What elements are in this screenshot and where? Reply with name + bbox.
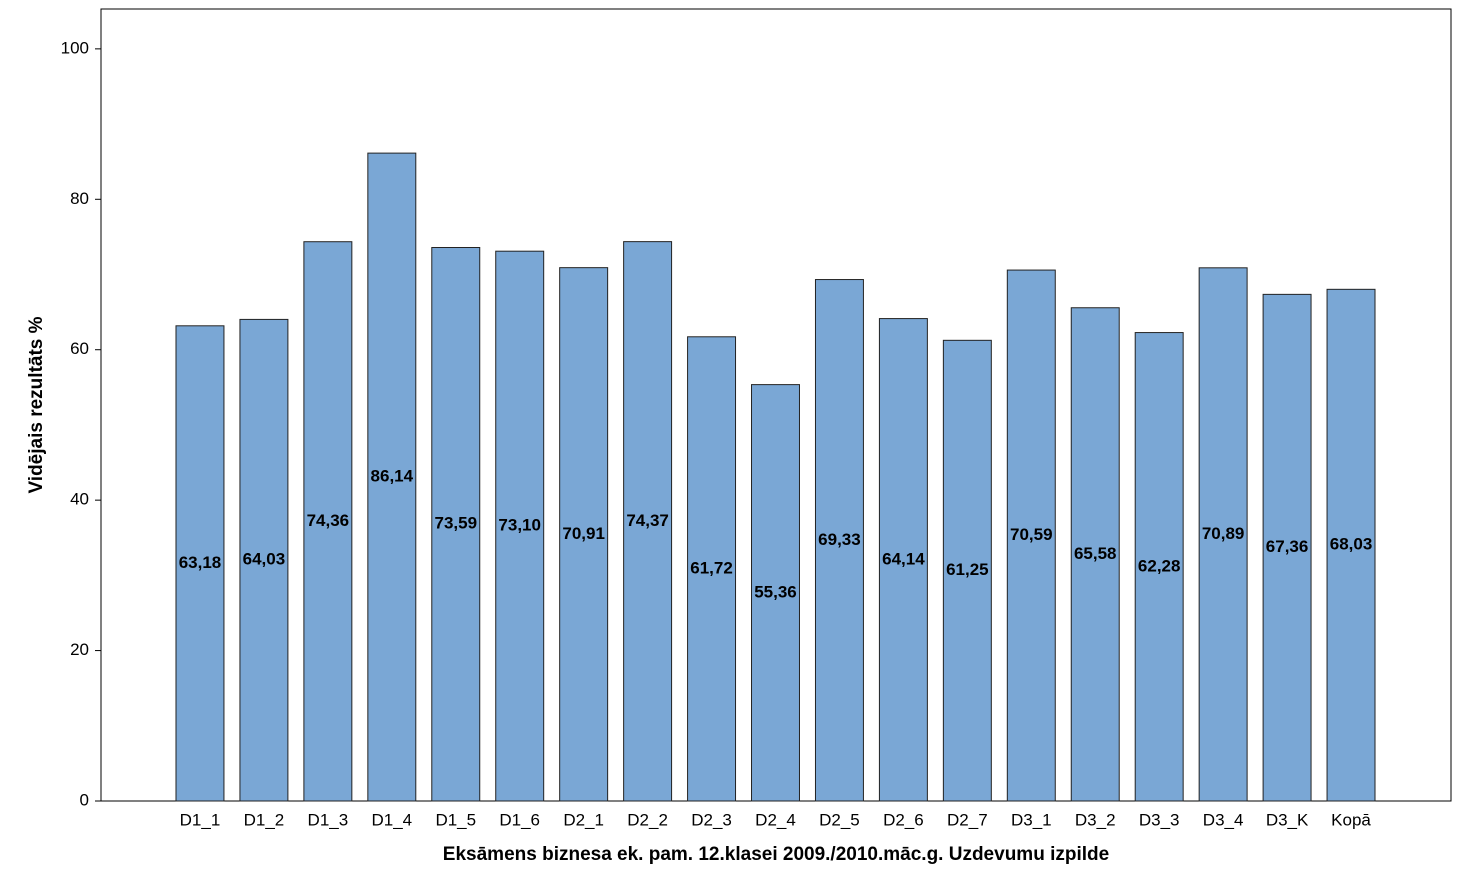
x-tick-label: D2_7 <box>947 810 988 829</box>
bar <box>687 336 737 802</box>
bar <box>1198 267 1248 802</box>
y-tick-label: 60 <box>70 339 89 358</box>
x-tick-label: D3_2 <box>1075 810 1116 829</box>
y-tick-label: 0 <box>80 790 89 809</box>
x-tick-label: D1_6 <box>499 810 540 829</box>
value-label: 74,36 <box>307 511 350 530</box>
value-label: 61,72 <box>690 558 733 577</box>
value-label: 73,59 <box>434 514 477 533</box>
x-tick-label: D2_3 <box>691 810 732 829</box>
bar <box>175 325 225 802</box>
bar <box>303 241 353 802</box>
bar <box>495 250 545 802</box>
y-tick-label: 100 <box>61 38 89 57</box>
value-label: 64,14 <box>882 549 925 568</box>
x-tick-label: D1_2 <box>244 810 285 829</box>
x-tick-label: D2_4 <box>755 810 796 829</box>
bar <box>878 318 928 802</box>
value-label: 69,33 <box>818 530 861 549</box>
value-label: 64,03 <box>243 550 286 569</box>
x-tick-label: D1_3 <box>308 810 349 829</box>
x-tick-label: Kopā <box>1331 810 1371 829</box>
x-tick-label: D3_3 <box>1139 810 1180 829</box>
bar <box>1006 269 1056 802</box>
x-tick-label: D2_1 <box>563 810 604 829</box>
value-label: 86,14 <box>371 467 414 486</box>
bar <box>559 267 609 802</box>
value-label: 62,28 <box>1138 556 1181 575</box>
value-label: 65,58 <box>1074 544 1117 563</box>
value-label: 68,03 <box>1330 535 1373 554</box>
value-label: 61,25 <box>946 560 989 579</box>
bar <box>1070 307 1120 802</box>
value-label: 70,91 <box>562 524 605 543</box>
y-tick-label: 40 <box>70 490 89 509</box>
x-tick-label: D3_1 <box>1011 810 1052 829</box>
x-tick-label: D2_6 <box>883 810 924 829</box>
x-tick-label: D3_K <box>1266 810 1309 829</box>
x-axis-title: Eksāmens biznesa ek. pam. 12.klasei 2009… <box>443 844 1109 865</box>
bar <box>1326 288 1376 802</box>
x-tick-label: D1_5 <box>435 810 476 829</box>
bar <box>751 384 800 802</box>
bar <box>431 247 481 802</box>
x-tick-label: D2_2 <box>627 810 668 829</box>
value-label: 55,36 <box>754 582 797 601</box>
y-tick-label: 20 <box>70 640 89 659</box>
bar <box>814 279 864 802</box>
value-label: 63,18 <box>179 553 222 572</box>
bar <box>367 152 417 802</box>
bar <box>239 318 289 802</box>
y-axis-title: Vidējais rezultāts % <box>26 316 47 493</box>
value-label: 67,36 <box>1266 537 1309 556</box>
x-tick-label: D2_5 <box>819 810 860 829</box>
value-label: 73,10 <box>498 516 541 535</box>
x-tick-label: D3_4 <box>1203 810 1244 829</box>
x-tick-label: D1_4 <box>371 810 412 829</box>
value-label: 74,37 <box>626 511 669 530</box>
value-label: 70,89 <box>1202 524 1245 543</box>
x-tick-label: D1_1 <box>180 810 221 829</box>
bar <box>942 339 992 802</box>
bar <box>623 241 673 802</box>
y-tick-label: 80 <box>70 189 89 208</box>
bar <box>1262 293 1312 802</box>
value-label: 70,59 <box>1010 525 1053 544</box>
bar <box>1134 332 1184 802</box>
